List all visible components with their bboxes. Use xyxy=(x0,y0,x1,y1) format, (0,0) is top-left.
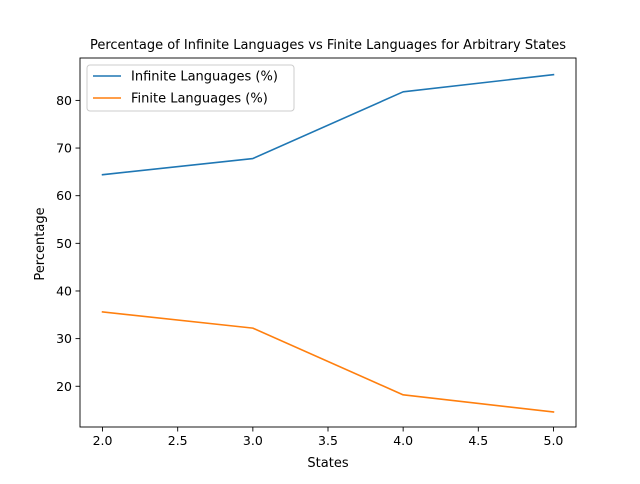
y-tick-label: 50 xyxy=(56,236,72,251)
y-tick-label: 30 xyxy=(56,331,72,346)
legend-box xyxy=(86,64,295,112)
y-axis-label: Percentage xyxy=(33,207,48,280)
series-line-1 xyxy=(101,311,555,413)
x-tick-label: 4.5 xyxy=(468,433,488,448)
legend-label-0: Infinite Languages (%) xyxy=(131,70,278,85)
y-tick-label: 40 xyxy=(56,283,72,298)
x-tick-label: 5.0 xyxy=(544,433,564,448)
x-axis-ticks: 2.0 2.5 3.0 3.5 4.0 4.5 5.0 xyxy=(93,427,564,448)
y-axis-ticks: 20 30 40 50 60 70 80 xyxy=(56,93,80,394)
x-axis-label: States xyxy=(307,456,348,471)
x-tick-label: 3.0 xyxy=(243,433,263,448)
legend: Infinite Languages (%) Finite Languages (… xyxy=(86,64,295,112)
legend-label-1: Finite Languages (%) xyxy=(131,92,268,107)
y-tick-label: 80 xyxy=(56,93,72,108)
x-tick-label: 4.0 xyxy=(393,433,413,448)
series-line-0 xyxy=(101,73,555,176)
x-tick-label: 2.0 xyxy=(93,433,113,448)
y-tick-label: 20 xyxy=(56,379,72,394)
chart-title: Percentage of Infinite Languages vs Fini… xyxy=(90,38,566,53)
y-tick-label: 60 xyxy=(56,188,72,203)
x-tick-label: 2.5 xyxy=(168,433,188,448)
y-tick-label: 70 xyxy=(56,141,72,156)
x-tick-label: 3.5 xyxy=(318,433,338,448)
